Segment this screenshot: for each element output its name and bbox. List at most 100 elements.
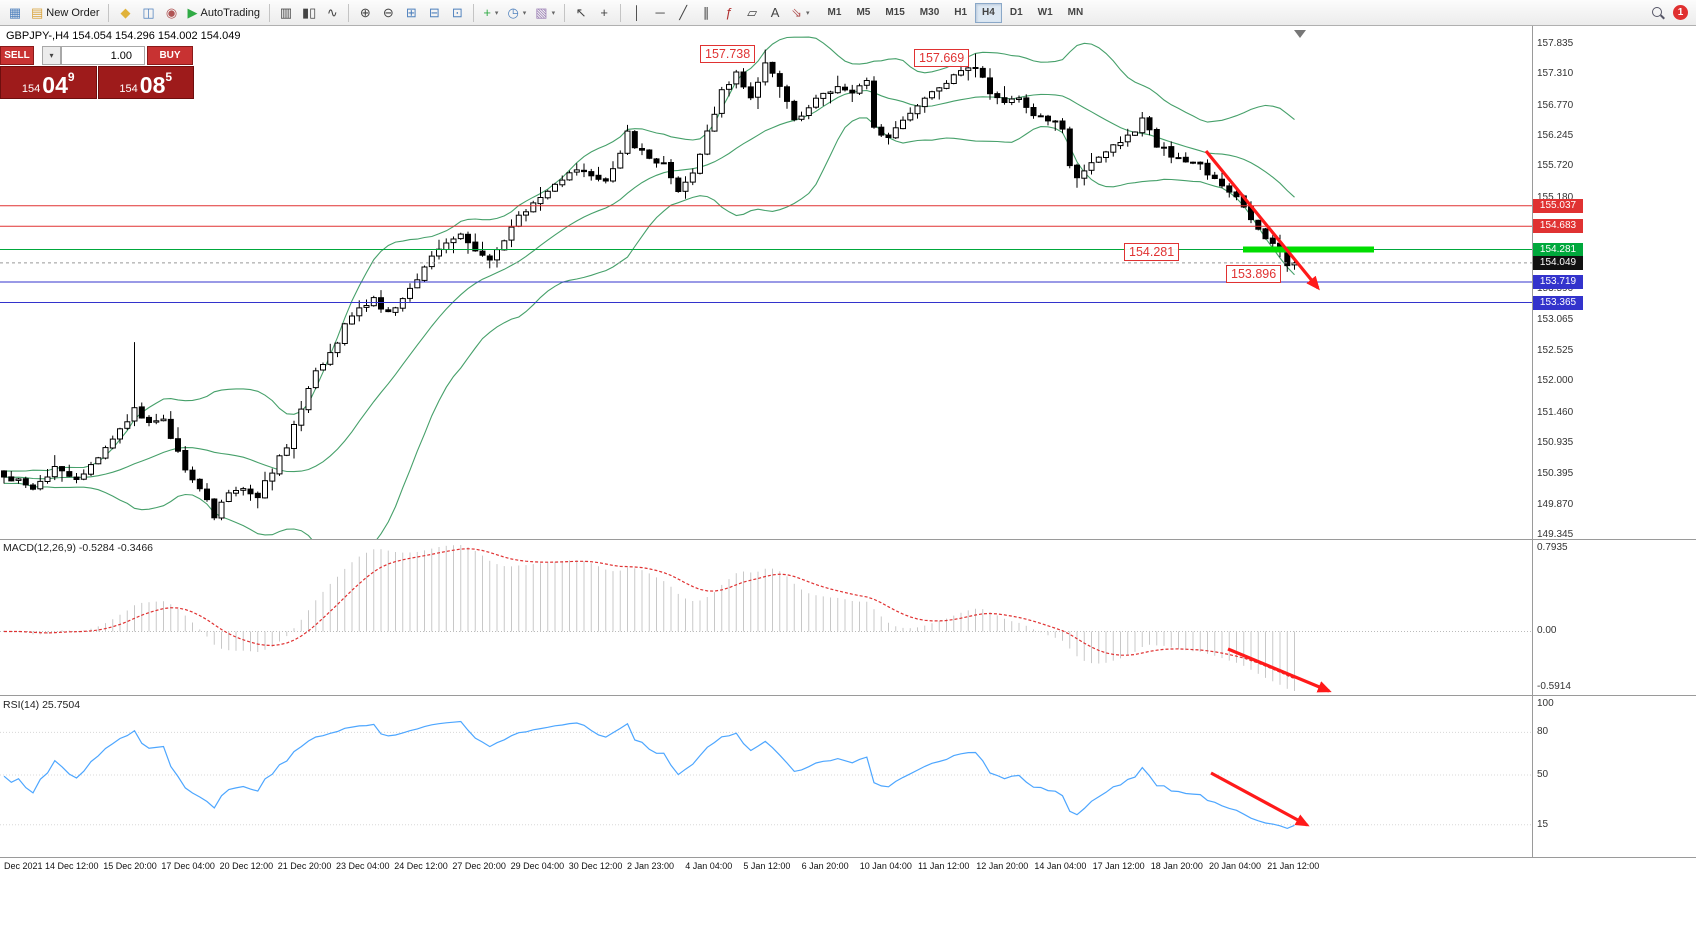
rsi-label: RSI(14) 25.7504 [3, 699, 81, 711]
timeframe-mn[interactable]: MN [1061, 3, 1091, 23]
navigator-button[interactable]: ◉ [160, 2, 182, 24]
notification-badge[interactable]: 1 [1673, 5, 1688, 20]
templates-button[interactable]: ▧ ▾ [531, 2, 559, 24]
trend-arrow[interactable] [1227, 647, 1332, 693]
time-axis-label[interactable]: 14 Jan 04:00 [1034, 861, 1087, 871]
ask-price[interactable]: 154 08 5 [97, 66, 194, 99]
autotrading-button[interactable]: ▶ AutoTrading [183, 2, 264, 24]
periods-button[interactable]: ◷ ▾ [503, 2, 530, 24]
timeframe-m1[interactable]: M1 [821, 3, 849, 23]
equidistant-channel-button[interactable]: ∥ [695, 2, 717, 24]
timeframe-d1[interactable]: D1 [1003, 3, 1030, 23]
toolbar: ▦ ▤ New Order ◆ ◫ ◉ ▶ AutoTrading ▥ ▮▯ ∿ ⊕ ⊖ ⊞ ⊟ ⊡ + ▾ ◷ ▾ ▧… [0, 0, 1696, 26]
price-axis-label[interactable]: 156.770 [1537, 99, 1574, 111]
time-axis-label[interactable]: 23 Dec 04:00 [336, 861, 390, 871]
text-label-button[interactable]: A [764, 2, 786, 24]
time-axis-label[interactable]: 12 Jan 20:00 [976, 861, 1029, 871]
price-axis-label[interactable]: 152.000 [1537, 375, 1574, 387]
time-axis-label[interactable]: 17 Jan 12:00 [1092, 861, 1145, 871]
price-axis-label[interactable]: 151.460 [1537, 406, 1574, 418]
timeframe-h1[interactable]: H1 [947, 3, 974, 23]
fibonacci-retracement-button[interactable]: ƒ [718, 2, 740, 24]
buy-button[interactable]: BUY [147, 46, 193, 65]
timeframe-m5[interactable]: M5 [849, 3, 877, 23]
crosshair-button[interactable]: + [593, 2, 615, 24]
time-axis-label[interactable]: 5 Jan 12:00 [743, 861, 791, 871]
timeframe-h4[interactable]: H4 [975, 2, 1002, 23]
dock-windows-button[interactable]: ⊡ [446, 2, 468, 24]
horizontal-line-button[interactable]: ─ [649, 2, 671, 24]
time-axis-label[interactable]: 11 Jan 12:00 [918, 861, 970, 871]
support-level-label[interactable]: 153.896 [1226, 265, 1282, 283]
timeframe-w1[interactable]: W1 [1031, 3, 1060, 23]
arrange-windows-icon: ⊟ [428, 5, 440, 20]
volume-dropdown-icon[interactable]: ▾ [42, 46, 61, 65]
time-axis-label[interactable]: 10 Jan 04:00 [859, 861, 912, 871]
market-watch-button[interactable]: ◫ [137, 2, 159, 24]
time-axis-label[interactable]: 2 Jan 23:00 [627, 861, 675, 871]
time-axis-label[interactable]: 27 Dec 20:00 [452, 861, 506, 871]
price-axis-label[interactable]: 152.525 [1537, 345, 1574, 357]
metaeditor-button[interactable]: ◆ [114, 2, 136, 24]
shapes-button[interactable]: ▱ [741, 2, 763, 24]
bid-price[interactable]: 154 04 9 [0, 66, 97, 99]
trend-arrow[interactable] [1210, 771, 1310, 827]
time-axis-label[interactable]: 30 Dec 12:00 [568, 861, 623, 871]
price-axis-label[interactable]: 157.310 [1537, 68, 1574, 80]
time-axis-label[interactable]: 14 Dec 12:00 [45, 861, 99, 871]
timeframe-m15[interactable]: M15 [878, 3, 911, 23]
timeframe-m30[interactable]: M30 [913, 3, 946, 23]
line-chart-button[interactable]: ∿ [321, 2, 343, 24]
arrows-tool-dropdown-icon[interactable]: ▾ [806, 9, 810, 17]
time-axis-label[interactable]: 6 Jan 20:00 [801, 861, 849, 871]
swing-high-label-2[interactable]: 157.669 [914, 49, 970, 67]
time-axis-label[interactable]: 20 Dec 12:00 [219, 861, 274, 871]
price-axis-label[interactable]: 149.345 [1537, 528, 1574, 540]
candlestick-chart-button[interactable]: ▮▯ [298, 2, 320, 24]
time-axis-label[interactable]: 4 Jan 04:00 [685, 861, 733, 871]
price-axis-label[interactable]: 157.835 [1537, 38, 1574, 49]
volume-input[interactable] [61, 46, 145, 65]
arrange-windows-button[interactable]: ⊟ [423, 2, 445, 24]
price-axis-label[interactable]: 155.720 [1537, 160, 1574, 172]
green-highlight-segment[interactable] [1243, 246, 1374, 253]
cursor-button[interactable]: ↖ [570, 2, 592, 24]
time-axis-label[interactable]: 21 Jan 12:00 [1267, 861, 1320, 871]
tile-windows-button[interactable]: ⊞ [400, 2, 422, 24]
tile-windows-icon: ⊞ [405, 5, 417, 20]
resistance-level-label[interactable]: 154.281 [1124, 243, 1180, 261]
time-axis-label[interactable]: 24 Dec 12:00 [394, 861, 448, 871]
toolbar-groups: ▦ ▤ New Order ◆ ◫ ◉ ▶ AutoTrading ▥ ▮▯ ∿ ⊕ ⊖ ⊞ ⊟ ⊡ + ▾ ◷ ▾ ▧… [4, 2, 814, 24]
price-axis-label[interactable]: 155.180 [1537, 191, 1574, 203]
zoom-in-button[interactable]: ⊕ [354, 2, 376, 24]
timeframe-toolbar: M1 M5 M15 M30 H1 H4 D1 W1 MN [821, 2, 1091, 23]
price-axis-label[interactable]: 150.395 [1537, 468, 1574, 480]
new-order-button[interactable]: ▤ New Order [27, 2, 103, 24]
time-axis-label[interactable]: 15 Dec 20:00 [103, 861, 157, 871]
time-axis-label[interactable]: 20 Jan 04:00 [1209, 861, 1262, 871]
vertical-line-button[interactable]: │ [626, 2, 648, 24]
templates-dropdown-icon[interactable]: ▾ [551, 9, 556, 17]
time-axis-label[interactable]: 29 Dec 04:00 [510, 861, 565, 871]
time-axis-label[interactable]: Dec 2021 [4, 861, 43, 871]
indicators-dropdown-icon[interactable]: ▾ [494, 9, 499, 17]
price-axis-label[interactable]: 149.870 [1537, 498, 1574, 510]
price-axis-label[interactable]: 153.065 [1537, 313, 1574, 325]
time-axis-label[interactable]: 18 Jan 20:00 [1150, 861, 1203, 871]
swing-high-label-1[interactable]: 157.738 [700, 45, 756, 63]
arrows-tool-button[interactable]: ⇘ ▾ [787, 2, 813, 24]
time-axis-label[interactable]: 21 Dec 20:00 [277, 861, 332, 871]
time-axis-label[interactable]: 17 Dec 04:00 [161, 861, 215, 871]
price-axis-label[interactable]: 150.935 [1537, 437, 1574, 449]
sell-button[interactable]: SELL [0, 46, 34, 65]
bar-chart-button[interactable]: ▥ [275, 2, 297, 24]
search-icon[interactable] [1651, 6, 1665, 20]
price-axis-label[interactable]: 156.245 [1537, 129, 1574, 141]
zoom-out-button[interactable]: ⊖ [377, 2, 399, 24]
periods-dropdown-icon[interactable]: ▾ [522, 9, 527, 17]
indicators-button[interactable]: + ▾ [479, 2, 502, 24]
chart-window-button[interactable]: ▦ [4, 2, 26, 24]
trendline-button[interactable]: ╱ [672, 2, 694, 24]
trend-arrow[interactable] [1204, 149, 1320, 291]
